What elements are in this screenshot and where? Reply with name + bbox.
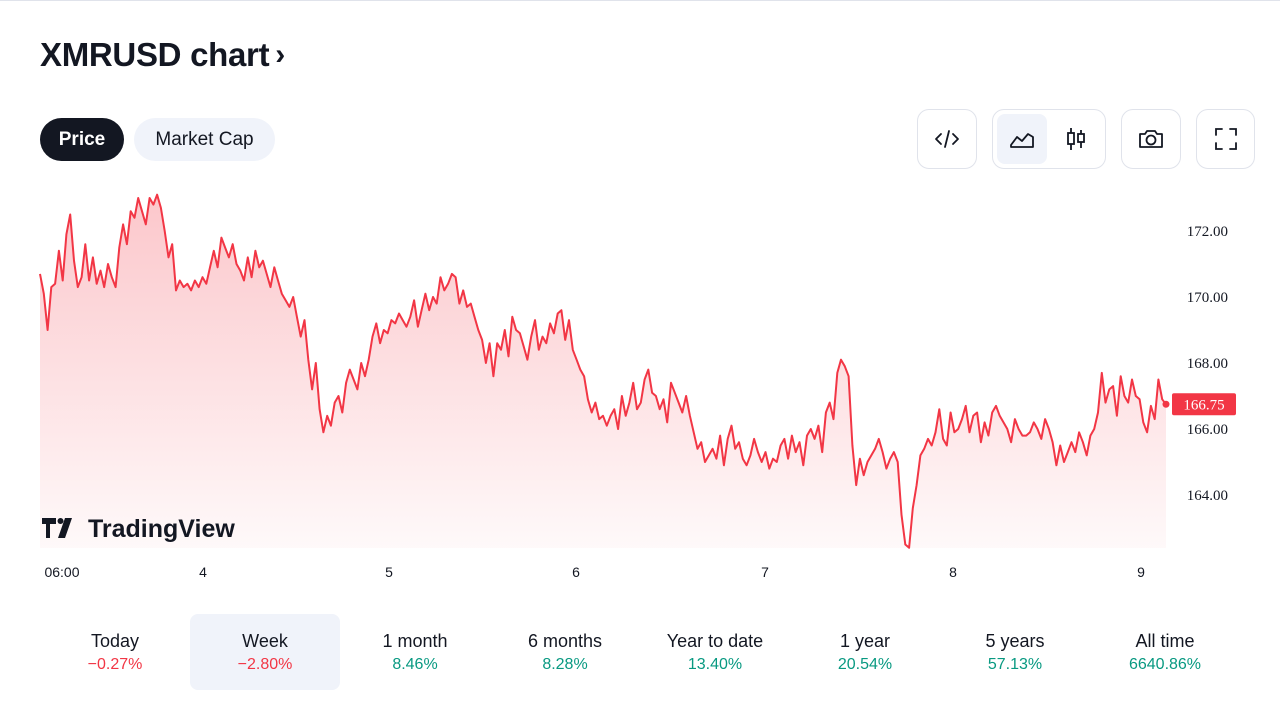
period-change: −2.80% <box>237 655 293 673</box>
period-label: 6 months <box>527 630 603 651</box>
x-tick-label: 9 <box>1137 564 1145 580</box>
period-5-years[interactable]: 5 years 57.13% <box>940 614 1090 690</box>
fullscreen-toolbox <box>1196 109 1255 169</box>
last-price-label: 166.75 <box>1183 397 1224 413</box>
y-axis: 172.00 170.00 168.00 166.00 164.00 <box>1187 224 1228 504</box>
candlestick-icon <box>1067 128 1085 150</box>
top-divider <box>0 0 1280 1</box>
period-change: −0.27% <box>87 655 143 673</box>
page-title: XMRUSD chart <box>40 36 270 73</box>
x-tick-label: 06:00 <box>44 564 79 580</box>
period-label: 1 month <box>382 630 448 651</box>
tab-price[interactable]: Price <box>40 118 124 161</box>
price-area-fill <box>40 194 1166 548</box>
area-chart-button[interactable] <box>997 114 1047 164</box>
tab-market-cap-label: Market Cap <box>155 128 254 150</box>
chart-style-toolbox <box>992 109 1106 169</box>
tradingview-logo-text: TradingView <box>88 515 235 543</box>
last-price-badge <box>1172 393 1236 416</box>
snapshot-toolbox <box>1121 109 1181 169</box>
last-price-marker: 166.75 <box>1162 393 1236 416</box>
price-line <box>39 193 1167 549</box>
tradingview-logo[interactable]: TradingView <box>42 515 235 543</box>
period-change: 13.40% <box>687 655 743 673</box>
y-tick-label: 168.00 <box>1187 356 1228 372</box>
x-tick-label: 8 <box>949 564 957 580</box>
period-today[interactable]: Today −0.27% <box>40 614 190 690</box>
period-6-months[interactable]: 6 months 8.28% <box>490 614 640 690</box>
fullscreen-button[interactable] <box>1201 114 1250 164</box>
area-chart-icon <box>1010 133 1034 148</box>
fullscreen-icon <box>1214 128 1237 150</box>
period-label: Today <box>90 630 140 651</box>
tab-price-label: Price <box>58 128 106 150</box>
period-label: Week <box>242 630 288 651</box>
candlestick-button[interactable] <box>1051 114 1101 164</box>
period-label: Year to date <box>666 630 764 651</box>
camera-icon <box>1139 130 1163 148</box>
embed-button[interactable] <box>922 114 972 164</box>
tradingview-logo-icon <box>42 518 72 538</box>
x-tick-label: 6 <box>572 564 580 580</box>
period-all-time[interactable]: All time 6640.86% <box>1090 614 1240 690</box>
y-tick-label: 166.00 <box>1187 422 1228 438</box>
y-tick-label: 170.00 <box>1187 290 1228 306</box>
price-chart[interactable]: 172.00 170.00 168.00 166.00 164.00 06:00 4 5 6 7… <box>0 175 1280 595</box>
code-icon <box>935 130 959 148</box>
x-tick-label: 5 <box>385 564 393 580</box>
period-change: 8.28% <box>542 655 588 673</box>
period-label: 5 years <box>985 630 1045 651</box>
chart-title-link[interactable]: XMRUSD chart › <box>40 36 285 74</box>
period-1-month[interactable]: 1 month 8.46% <box>340 614 490 690</box>
performance-periods: Today −0.27% Week −2.80% 1 month 8.46% 6… <box>40 614 1240 690</box>
period-change: 20.54% <box>837 655 893 673</box>
period-change: 8.46% <box>392 655 438 673</box>
period-change: 6640.86% <box>1128 655 1202 673</box>
period-year-to-date[interactable]: Year to date 13.40% <box>640 614 790 690</box>
x-axis: 06:00 4 5 6 7 8 9 <box>44 564 1145 580</box>
period-week[interactable]: Week −2.80% <box>190 614 340 690</box>
x-tick-label: 4 <box>199 564 207 580</box>
last-price-dot <box>1162 400 1170 408</box>
x-tick-label: 7 <box>761 564 769 580</box>
snapshot-button[interactable] <box>1126 114 1176 164</box>
tab-market-cap[interactable]: Market Cap <box>134 118 275 161</box>
period-change: 57.13% <box>987 655 1043 673</box>
embed-toolbox <box>917 109 977 169</box>
y-tick-label: 164.00 <box>1187 488 1228 504</box>
chevron-right-icon: › <box>275 38 285 71</box>
period-label: All time <box>1135 630 1195 651</box>
y-tick-label: 172.00 <box>1187 224 1228 240</box>
period-1-year[interactable]: 1 year 20.54% <box>790 614 940 690</box>
period-label: 1 year <box>839 630 891 651</box>
